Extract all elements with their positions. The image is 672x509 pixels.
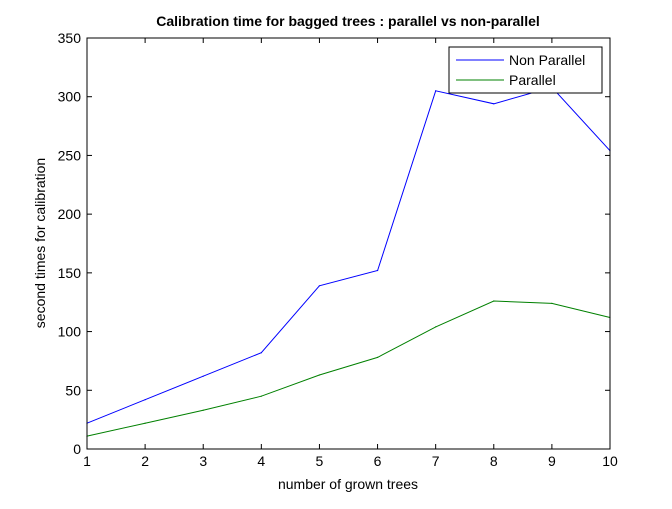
data-point-parallel-8	[493, 300, 495, 302]
y-tick-label-300: 300	[58, 89, 82, 105]
data-point-parallel-5	[318, 374, 320, 376]
data-point-non-parallel-6	[377, 269, 379, 272]
plot-area	[87, 38, 610, 449]
data-point-parallel-4	[260, 395, 262, 397]
data-point-parallel-6	[377, 356, 379, 358]
y-tick-label-100: 100	[58, 324, 82, 340]
y-tick-label-150: 150	[58, 265, 82, 281]
data-point-non-parallel-5	[318, 285, 320, 287]
data-point-non-parallel-7	[435, 90, 437, 92]
data-point-parallel-9	[551, 302, 553, 304]
data-point-non-parallel-4	[260, 352, 262, 354]
series-line-non-parallel	[86, 86, 611, 424]
x-tick-label-7: 7	[432, 453, 440, 469]
x-tick-label-10: 10	[602, 453, 618, 469]
data-point-parallel-2	[144, 422, 146, 424]
y-tick-label-50: 50	[65, 382, 81, 398]
series-line-parallel	[86, 300, 611, 437]
x-tick-label-1: 1	[83, 453, 91, 469]
data-point-non-parallel-2	[144, 399, 146, 401]
x-tick-label-6: 6	[374, 453, 382, 469]
series-layer	[86, 86, 611, 437]
data-point-non-parallel-3	[202, 375, 204, 377]
x-tick-label-8: 8	[490, 453, 498, 469]
x-axis-label: number of grown trees	[278, 476, 418, 492]
y-tick-label-200: 200	[58, 206, 82, 222]
x-tick-label-9: 9	[548, 453, 556, 469]
legend: Non Parallel Parallel	[448, 46, 603, 94]
data-point-non-parallel-8	[493, 103, 495, 105]
x-tick-label-2: 2	[141, 453, 149, 469]
x-tick-label-5: 5	[316, 453, 324, 469]
x-tick-label-4: 4	[257, 453, 265, 469]
y-tick-label-250: 250	[58, 147, 82, 163]
x-tick-label-3: 3	[199, 453, 207, 469]
chart-title: Calibration time for bagged trees : para…	[156, 13, 540, 29]
legend-label-parallel: Parallel	[509, 72, 556, 88]
y-tick-label-350: 350	[58, 30, 82, 46]
data-point-parallel-7	[435, 326, 437, 328]
axes-box	[86, 37, 611, 450]
legend-box	[448, 46, 603, 94]
y-axis-label: second times for calibration	[32, 158, 48, 328]
legend-label-non-parallel: Non Parallel	[509, 52, 585, 68]
data-point-parallel-3	[202, 409, 204, 411]
y-tick-label-0: 0	[73, 441, 81, 457]
